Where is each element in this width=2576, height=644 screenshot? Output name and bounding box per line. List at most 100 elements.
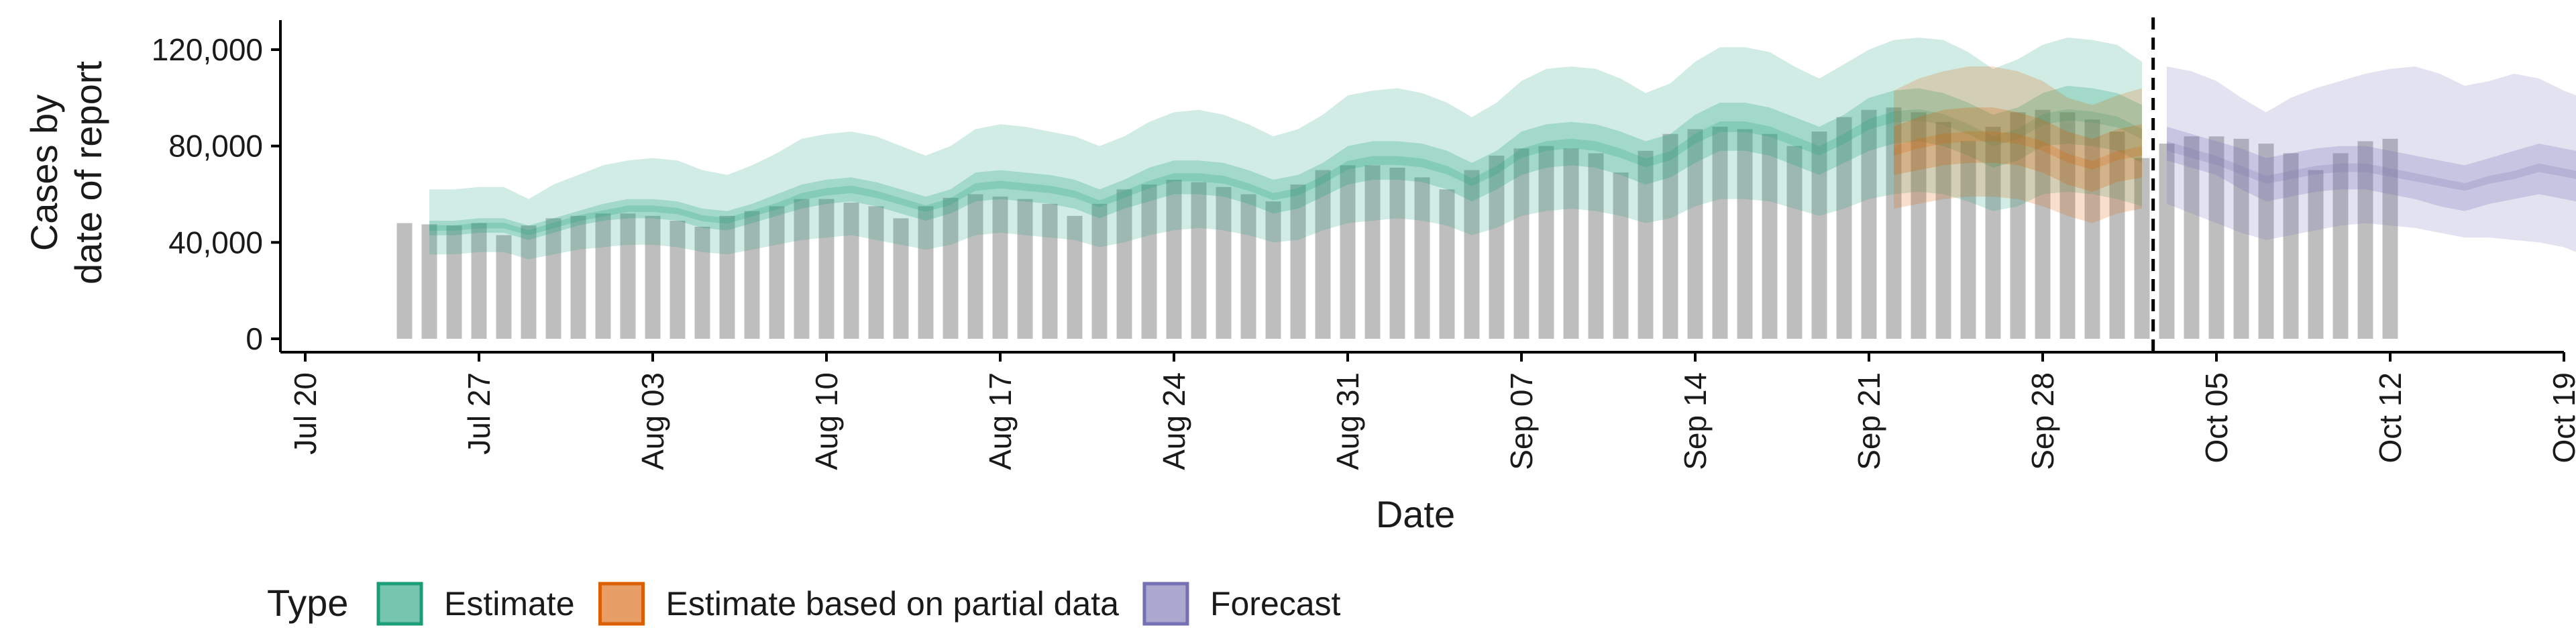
- reported-cases-bar: [1687, 129, 1703, 339]
- legend-title: Type: [267, 582, 348, 624]
- legend-item-forecast: Forecast: [1142, 582, 1341, 626]
- x-tick-label: Aug 17: [983, 372, 1018, 470]
- reported-cases-bar: [1017, 199, 1033, 339]
- ci-90-band: [1894, 66, 2142, 223]
- ci-50-band: [1894, 107, 2142, 192]
- x-tick-label: Aug 03: [635, 372, 670, 470]
- reported-cases-bar: [620, 213, 636, 339]
- reported-cases-bar: [645, 215, 661, 339]
- reported-cases-bar: [2084, 119, 2100, 339]
- x-tick-label: Oct 19: [2546, 372, 2576, 464]
- reported-cases-bar: [1315, 170, 1331, 339]
- reported-cases-bar: [1786, 146, 1803, 339]
- reported-cases-bar: [2134, 158, 2150, 339]
- reported-cases-bar: [545, 218, 561, 339]
- reported-cases-bar: [1364, 165, 1381, 339]
- series-estimate-based-on-partial-data: [1894, 66, 2142, 223]
- reported-cases-bar: [1762, 133, 1778, 339]
- series-estimate: [429, 38, 2142, 260]
- axes: 0 40,000 80,000 120,000 Jul 20 Jul 27 Aug 03 Au…: [152, 20, 2576, 470]
- reported-cases-bar: [2059, 112, 2076, 339]
- x-tick-label: Jul 20: [288, 372, 323, 455]
- reported-cases-bar: [2332, 153, 2349, 339]
- reported-cases-bar: [1240, 194, 1256, 339]
- reported-cases-bar: [694, 226, 710, 339]
- x-axis-title: Date: [1376, 493, 1455, 535]
- reported-cases-bar: [1414, 177, 1430, 339]
- y-tick-label: 0: [246, 321, 263, 356]
- reported-cases-bar: [843, 203, 859, 339]
- legend-swatch: [376, 582, 423, 626]
- reported-cases-bar: [1067, 215, 1083, 339]
- reported-cases-bar: [595, 213, 611, 339]
- reported-cases-bar: [1042, 203, 1058, 339]
- reported-cases-bar: [769, 206, 785, 339]
- ci-90-band: [2167, 66, 2576, 252]
- legend-swatch: [598, 582, 645, 626]
- reported-cases-bar: [1886, 107, 1902, 339]
- reported-cases-bar: [421, 224, 437, 339]
- reported-cases-bar: [1340, 165, 1356, 339]
- reported-cases-bar: [794, 199, 810, 339]
- reported-cases-bar: [2357, 141, 2373, 339]
- y-axis-title-line: date of report: [67, 61, 109, 285]
- reported-cases-bar: [744, 211, 760, 339]
- reported-cases-bar: [943, 197, 959, 339]
- x-tick-label: Oct 05: [2199, 372, 2234, 464]
- y-tick-label: 80,000: [168, 129, 263, 164]
- x-tick-label: Oct 12: [2373, 372, 2408, 464]
- reported-cases-bar: [2382, 138, 2398, 339]
- reported-cases-bar: [2283, 153, 2299, 339]
- reported-cases-bar: [1712, 126, 1728, 339]
- legend-label: Estimate: [444, 585, 575, 623]
- legend-label: Forecast: [1210, 585, 1341, 623]
- reported-cases-bar: [2308, 170, 2324, 339]
- reported-cases-bar: [1538, 146, 1554, 339]
- reported-cases-bar: [1513, 148, 1529, 339]
- y-tick-label: 120,000: [152, 32, 263, 67]
- reported-cases-bar: [2258, 144, 2274, 339]
- reported-cases-bar: [1737, 129, 1753, 339]
- reported-cases-bar: [1191, 182, 1207, 339]
- reported-cases-bar: [1290, 184, 1306, 339]
- x-tick-label: Aug 31: [1330, 372, 1365, 470]
- reported-cases-bar: [669, 221, 686, 339]
- reported-cases-bar: [1588, 153, 1604, 339]
- reported-cases-bar: [719, 215, 735, 339]
- reported-cases-bar: [471, 223, 487, 339]
- x-tick-label: Aug 24: [1157, 372, 1191, 470]
- reported-cases-bar: [2010, 112, 2026, 339]
- reported-cases-bar: [2208, 136, 2224, 339]
- ci-50-band: [429, 85, 2142, 240]
- ci-90-band: [429, 38, 2142, 260]
- series-forecast: [2167, 66, 2576, 252]
- reported-cases-bar: [1439, 189, 1455, 339]
- reported-cases-bar: [1836, 117, 1852, 339]
- reported-cases-bar: [1166, 179, 1182, 339]
- reported-cases-bar: [1116, 189, 1132, 339]
- y-tick-label: 40,000: [168, 225, 263, 260]
- reported-cases-bar: [1911, 112, 1927, 339]
- median-band: [2167, 141, 2576, 191]
- reported-cases-bar: [2184, 136, 2200, 339]
- ci-50-band: [2167, 126, 2576, 211]
- reported-cases-bar: [1613, 172, 1629, 339]
- reported-cases-bar: [396, 223, 413, 339]
- reported-cases-bar: [2159, 144, 2175, 339]
- reported-cases-bar: [893, 218, 909, 339]
- legend-item-estimate: Estimate: [376, 582, 575, 626]
- reported-cases-bar: [1216, 186, 1232, 339]
- reported-cases-bar: [1489, 156, 1505, 339]
- x-tick-label: Sep 21: [1851, 372, 1886, 470]
- legend-label: Estimate based on partial data: [666, 585, 1120, 623]
- legend-swatch: [1142, 582, 1189, 626]
- x-tick-label: Aug 10: [809, 372, 844, 470]
- estimate-bands: [429, 38, 2576, 260]
- reported-cases-bar: [1141, 184, 1157, 339]
- reported-cases-bar: [1935, 121, 1951, 339]
- reported-cases-bar: [1563, 148, 1579, 339]
- x-tick-label: Sep 14: [1678, 372, 1713, 470]
- reported-cases-bar: [818, 199, 835, 339]
- reported-cases-bar: [1638, 150, 1654, 339]
